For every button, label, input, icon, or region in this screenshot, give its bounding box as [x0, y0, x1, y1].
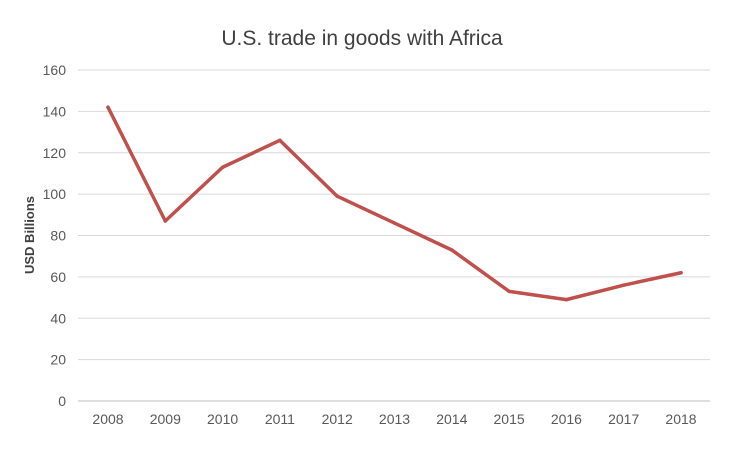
- x-tick-label: 2011: [265, 411, 295, 427]
- y-tick-label: 140: [43, 103, 67, 119]
- x-tick-label: 2018: [665, 411, 696, 427]
- x-tick-label: 2015: [494, 411, 525, 427]
- x-tick-label: 2014: [436, 411, 467, 427]
- y-tick-label: 120: [43, 145, 67, 161]
- chart-title: U.S. trade in goods with Africa: [221, 27, 503, 50]
- data-point-2016: [564, 297, 569, 302]
- series-layer: [106, 105, 683, 302]
- data-point-2015: [507, 289, 511, 294]
- x-tick-label: 2013: [379, 411, 410, 427]
- data-point-2012: [335, 194, 339, 198]
- x-tick-label: 2012: [322, 411, 353, 427]
- x-tick-label: 2017: [608, 411, 639, 427]
- y-tick-label: 60: [50, 269, 66, 285]
- data-point-2017: [621, 283, 626, 287]
- y-tick-label: 40: [50, 310, 66, 326]
- data-point-2008: [106, 105, 110, 109]
- y-tick-label: 80: [50, 228, 66, 244]
- data-point-2009: [163, 219, 168, 223]
- y-tick-label: 100: [43, 186, 67, 202]
- y-axis-ticks: 0 20 40 60 80 100 120 140 160: [43, 62, 67, 409]
- x-tick-label: 2008: [92, 411, 123, 427]
- x-tick-label: 2009: [150, 411, 181, 427]
- data-point-2010: [220, 165, 225, 169]
- x-tick-label: 2010: [207, 411, 238, 427]
- gridlines: [78, 69, 710, 402]
- data-point-2018: [679, 270, 683, 275]
- series-line: [106, 105, 683, 302]
- x-axis-ticks: 2008 2009 2010 2011 2012 2013 2014 2015 2016 2017…: [92, 411, 696, 427]
- y-axis-label: USD Billions: [22, 196, 37, 274]
- x-tick-label: 2016: [551, 411, 582, 427]
- y-tick-label: 20: [50, 352, 66, 368]
- data-point-2013: [392, 221, 397, 225]
- data-point-2011: [278, 138, 282, 143]
- y-tick-label: 0: [58, 393, 66, 409]
- y-tick-label: 160: [43, 62, 67, 78]
- data-point-2014: [450, 248, 454, 252]
